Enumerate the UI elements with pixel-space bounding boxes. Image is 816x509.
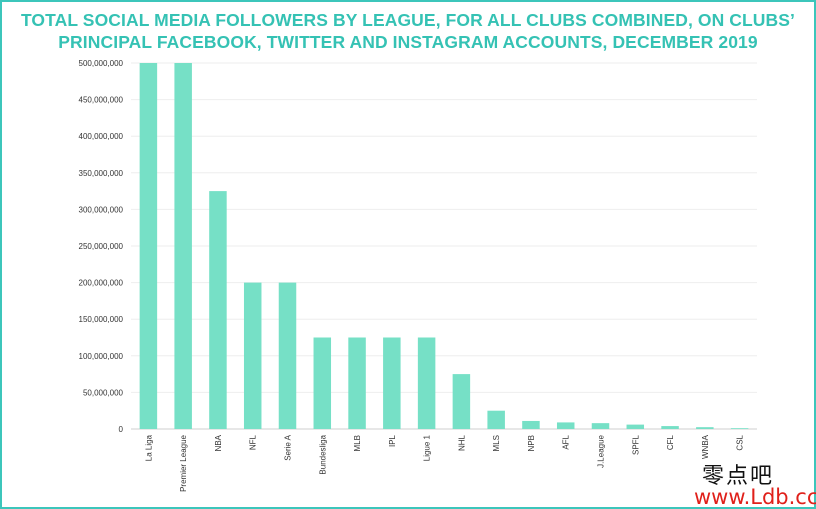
bar-premier-league bbox=[174, 63, 192, 429]
y-tick-label: 250,000,000 bbox=[79, 242, 124, 251]
x-tick-label: Bundesliga bbox=[318, 434, 327, 474]
bar-csl bbox=[730, 428, 749, 429]
bar-spfl bbox=[626, 424, 645, 429]
x-tick-label: CFL bbox=[666, 434, 675, 450]
bar-ipl bbox=[383, 337, 401, 429]
x-tick-label: SPFL bbox=[631, 434, 640, 455]
bar-cfl bbox=[661, 426, 679, 429]
x-tick-label: IPL bbox=[388, 434, 397, 447]
y-tick-label: 450,000,000 bbox=[79, 96, 124, 105]
bar-serie-a bbox=[278, 282, 297, 429]
x-tick-label: Premier League bbox=[179, 434, 188, 491]
bar-nhl bbox=[452, 374, 471, 429]
chart-title: TOTAL SOCIAL MEDIA FOLLOWERS BY LEAGUE, … bbox=[0, 9, 816, 53]
x-tick-label: MLS bbox=[492, 435, 501, 451]
y-tick-label: 100,000,000 bbox=[79, 352, 124, 361]
x-tick-label: NBA bbox=[214, 434, 223, 451]
x-tick-label: NFL bbox=[249, 434, 258, 450]
chart-title-line-2: PRINCIPAL FACEBOOK, TWITTER AND INSTAGRA… bbox=[58, 32, 758, 52]
bars bbox=[139, 63, 749, 429]
x-tick-label: CSL bbox=[736, 434, 745, 450]
x-axis-ticks: La Liga Premier League NBA NFL Serie A Bundes… bbox=[144, 434, 744, 492]
x-tick-label: WNBA bbox=[701, 434, 710, 459]
y-tick-label: 0 bbox=[119, 425, 124, 434]
bar-wnba bbox=[696, 427, 714, 429]
bar-bundesliga bbox=[313, 337, 332, 429]
x-tick-label: La Liga bbox=[144, 434, 153, 461]
y-tick-label: 400,000,000 bbox=[79, 132, 124, 141]
bar-nba bbox=[209, 191, 227, 429]
y-tick-label: 150,000,000 bbox=[79, 315, 124, 324]
x-tick-label: NPB bbox=[527, 435, 536, 451]
chart-title-line-1: TOTAL SOCIAL MEDIA FOLLOWERS BY LEAGUE, … bbox=[20, 10, 796, 30]
bar-j-league bbox=[591, 423, 610, 429]
y-axis-ticks: 0 50,000,000 100,000,000 150,000,000 200,000… bbox=[79, 59, 124, 434]
gridlines bbox=[131, 62, 757, 430]
bar-nfl bbox=[243, 282, 262, 429]
bar-ligue-1 bbox=[417, 337, 436, 429]
bar-mls bbox=[487, 410, 505, 429]
y-tick-label: 200,000,000 bbox=[79, 279, 124, 288]
x-tick-label: Serie A bbox=[284, 434, 293, 460]
x-tick-label: MLB bbox=[353, 435, 362, 451]
x-tick-label: AFL bbox=[562, 434, 571, 449]
bar-mlb bbox=[348, 337, 366, 429]
x-tick-label: Ligue 1 bbox=[423, 434, 432, 461]
y-tick-label: 500,000,000 bbox=[79, 59, 124, 68]
y-tick-label: 50,000,000 bbox=[83, 388, 124, 397]
x-tick-label: NHL bbox=[457, 434, 466, 451]
watermark-url: www.Ldb.cc bbox=[694, 485, 816, 509]
bar-la-liga bbox=[139, 63, 158, 429]
watermark-chinese: 零点吧 bbox=[702, 464, 775, 489]
x-tick-label: J.League bbox=[597, 434, 606, 467]
y-tick-label: 300,000,000 bbox=[79, 205, 124, 214]
y-tick-label: 350,000,000 bbox=[79, 169, 124, 178]
bar-npb bbox=[522, 420, 540, 429]
bar-afl bbox=[556, 422, 575, 429]
